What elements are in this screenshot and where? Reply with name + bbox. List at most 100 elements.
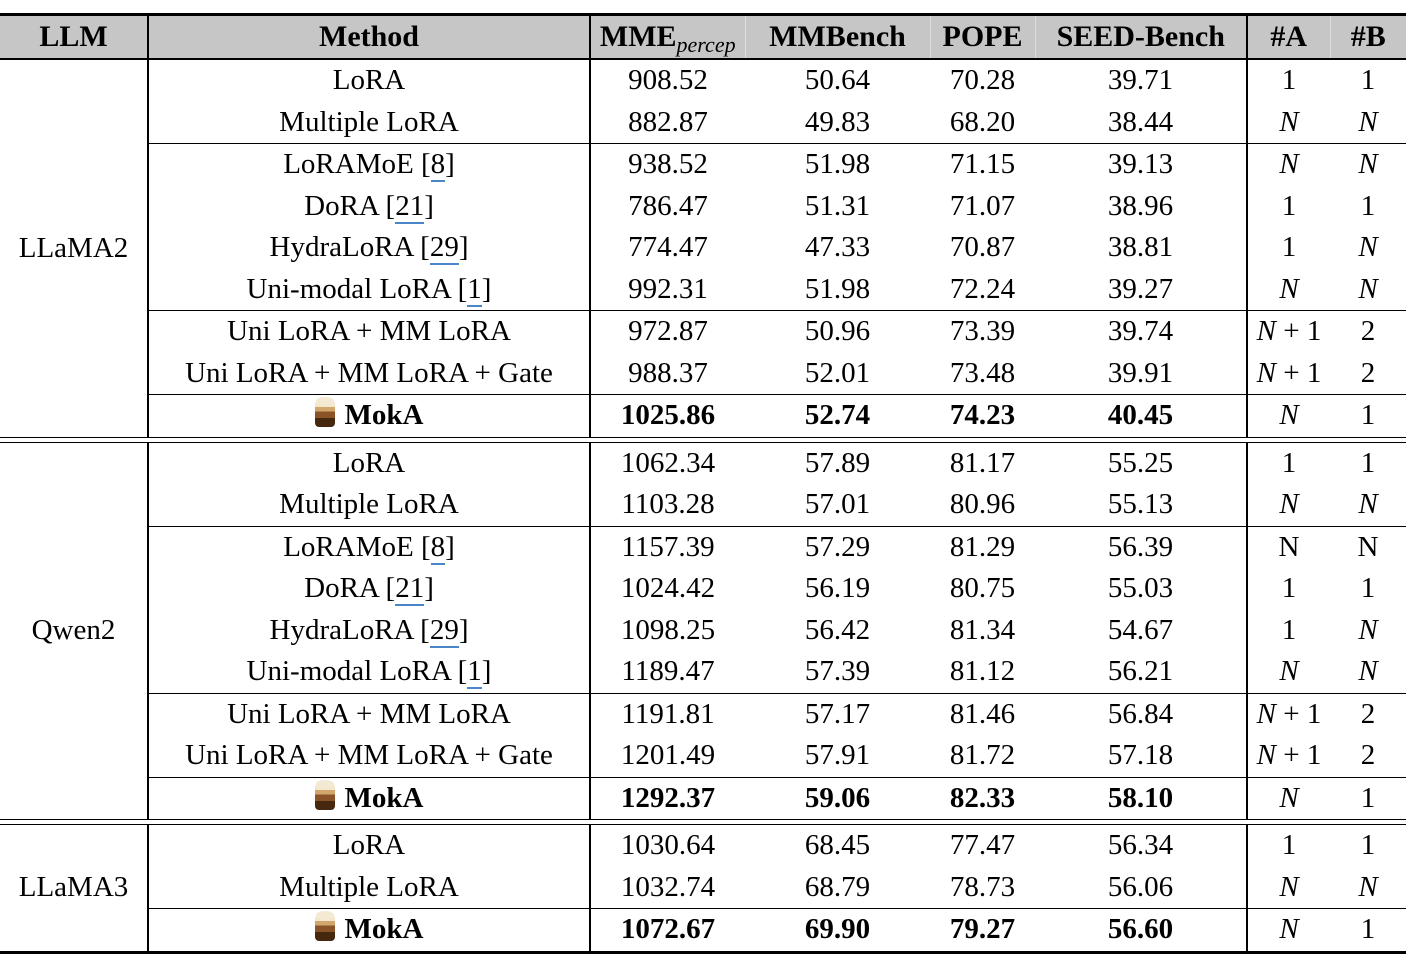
method-label: MokA: [344, 399, 424, 432]
metric-value: 50.64: [804, 64, 871, 97]
metric-value: 51.31: [804, 189, 871, 222]
citation-link[interactable]: 1: [467, 655, 482, 690]
metric-value: 56.06: [1107, 870, 1174, 903]
table-row: LoRAMoE [8] 1157.39 57.29 81.29 56.39 N N: [0, 525, 1406, 568]
metric-value: 80.75: [949, 572, 1016, 605]
num-a-value: N: [1246, 268, 1330, 311]
num-a-value: 1: [1246, 185, 1330, 227]
table-row: DoRA [21] 786.47 51.31 71.07 38.96 1 1: [0, 185, 1406, 227]
method-cell: LoRA: [147, 824, 590, 867]
num-b-value: 1: [1330, 394, 1406, 437]
llm-group-label: LLaMA3: [18, 871, 129, 904]
citation-link[interactable]: 8: [430, 148, 446, 183]
method-label: LoRA: [332, 446, 406, 479]
num-a-value: 1: [1246, 568, 1330, 610]
num-b-value: 2: [1330, 310, 1406, 353]
metric-value: 39.71: [1107, 64, 1174, 97]
moka-drink-icon: [314, 397, 335, 428]
citation-link[interactable]: 29: [429, 231, 459, 266]
metric-value: 1025.86: [589, 394, 745, 437]
metric-value: 49.83: [804, 105, 871, 138]
citation-link[interactable]: 8: [430, 530, 446, 565]
citation-link[interactable]: 29: [429, 613, 459, 648]
metric-value: 786.47: [589, 185, 745, 227]
citation-link[interactable]: 1: [467, 272, 482, 307]
method-cell: LoRA: [147, 442, 590, 484]
metric-value: 38.44: [1107, 105, 1174, 138]
method-label: Uni LoRA + MM LoRA + Gate: [185, 356, 553, 389]
method-label: HydraLoRA: [269, 231, 413, 264]
benchmark-results-table: LLM Method MMEpercep MMBench POPE SEED-B…: [0, 13, 1406, 954]
citation-link[interactable]: 21: [395, 189, 425, 224]
header-llm: LLM: [0, 14, 148, 60]
table-row: LLaMA2 LoRA 908.52 50.64 70.28 39.71 1 1: [0, 59, 1406, 264]
method-label: Multiple LoRA: [279, 105, 459, 138]
metric-value: 972.87: [589, 310, 745, 353]
method-cell: HydraLoRA [29]: [147, 227, 590, 269]
method-label: Multiple LoRA: [279, 870, 459, 903]
num-b-value: N: [1330, 143, 1406, 186]
method-label: MokA: [344, 781, 424, 814]
num-b-value: N: [1358, 613, 1378, 646]
metric-value: 38.81: [1107, 231, 1174, 264]
metric-value: 774.47: [589, 227, 745, 269]
table-row: Uni LoRA + MM LoRA + Gate 988.37 52.01 73.4…: [0, 352, 1406, 395]
num-b-value: N: [1358, 105, 1378, 138]
group-separator-line: [0, 436, 1406, 443]
table-row: MokA 1072.67 69.90 79.27 56.60 N 1: [0, 908, 1406, 952]
method-cell: Multiple LoRA: [147, 866, 590, 909]
llm-group-label: Qwen2: [31, 614, 116, 647]
metric-value: 57.18: [1107, 739, 1174, 772]
metric-value: 55.13: [1107, 488, 1174, 521]
metric-value: 1292.37: [589, 776, 745, 820]
table-row: Multiple LoRA 1032.74 68.79 78.73 56.06 N N: [0, 866, 1406, 909]
metric-value: 68.79: [804, 870, 871, 903]
metric-value: 50.96: [745, 310, 930, 353]
num-a-value: 1: [1246, 609, 1330, 651]
metric-value: 1189.47: [589, 651, 745, 693]
num-a-value: N: [1246, 484, 1330, 526]
num-b-value: 1: [1360, 572, 1376, 605]
metric-value: 1062.34: [589, 442, 745, 484]
method-cell: Uni LoRA + MM LoRA: [147, 692, 590, 735]
metric-value: 1157.39: [589, 525, 745, 568]
metric-value: 73.48: [949, 356, 1016, 389]
metric-value: 81.34: [949, 613, 1016, 646]
metric-value: 52.74: [745, 394, 930, 437]
num-a-value: N + 1: [1246, 310, 1330, 353]
metric-value: 39.91: [1107, 356, 1174, 389]
num-a-value: 1: [1246, 59, 1330, 102]
llm-group-label: LLaMA2: [18, 231, 129, 264]
metric-value: 988.37: [589, 352, 745, 395]
metric-value: 77.47: [949, 829, 1016, 862]
table-row: HydraLoRA [29] 1098.25 56.42 81.34 54.67 1 N: [0, 609, 1406, 651]
method-cell: Uni LoRA + MM LoRA + Gate: [147, 735, 590, 777]
metric-value: 51.98: [745, 143, 930, 186]
num-b-value: 1: [1360, 829, 1376, 862]
method-cell: Uni LoRA + MM LoRA + Gate: [147, 352, 590, 395]
metric-value: 57.89: [804, 446, 871, 479]
metric-value: 39.74: [1035, 310, 1247, 353]
metric-value: 52.01: [804, 356, 871, 389]
table-row: DoRA [21] 1024.42 56.19 80.75 55.03 1 1: [0, 568, 1406, 610]
method-label: Multiple LoRA: [279, 488, 459, 521]
num-b-value: N: [1358, 488, 1378, 521]
header-method: Method: [147, 14, 590, 60]
method-label: Uni LoRA + MM LoRA + Gate: [185, 739, 553, 772]
method-cell: MokA: [147, 908, 590, 952]
metric-value: 73.39: [930, 310, 1035, 353]
num-a-value: N + 1: [1246, 735, 1330, 777]
header-seed-bench: SEED-Bench: [1034, 14, 1247, 60]
metric-value: 57.91: [804, 739, 871, 772]
num-a-value: 1: [1246, 227, 1330, 269]
method-label: LoRAMoE: [283, 530, 414, 563]
metric-value: 1201.49: [589, 735, 745, 777]
metric-value: 80.96: [949, 488, 1016, 521]
num-b-value: 2: [1360, 356, 1376, 389]
num-b-value: 1: [1360, 446, 1376, 479]
citation-link[interactable]: 21: [395, 572, 425, 607]
method-cell: Multiple LoRA: [147, 101, 590, 144]
table-row: LoRAMoE [8] 938.52 51.98 71.15 39.13 N N: [0, 143, 1406, 186]
table-row: Multiple LoRA 882.87 49.83 68.20 38.44 N N: [0, 101, 1406, 144]
table-row: Uni-modal LoRA [1] 992.31 51.98 72.24 39.27 N…: [0, 268, 1406, 311]
